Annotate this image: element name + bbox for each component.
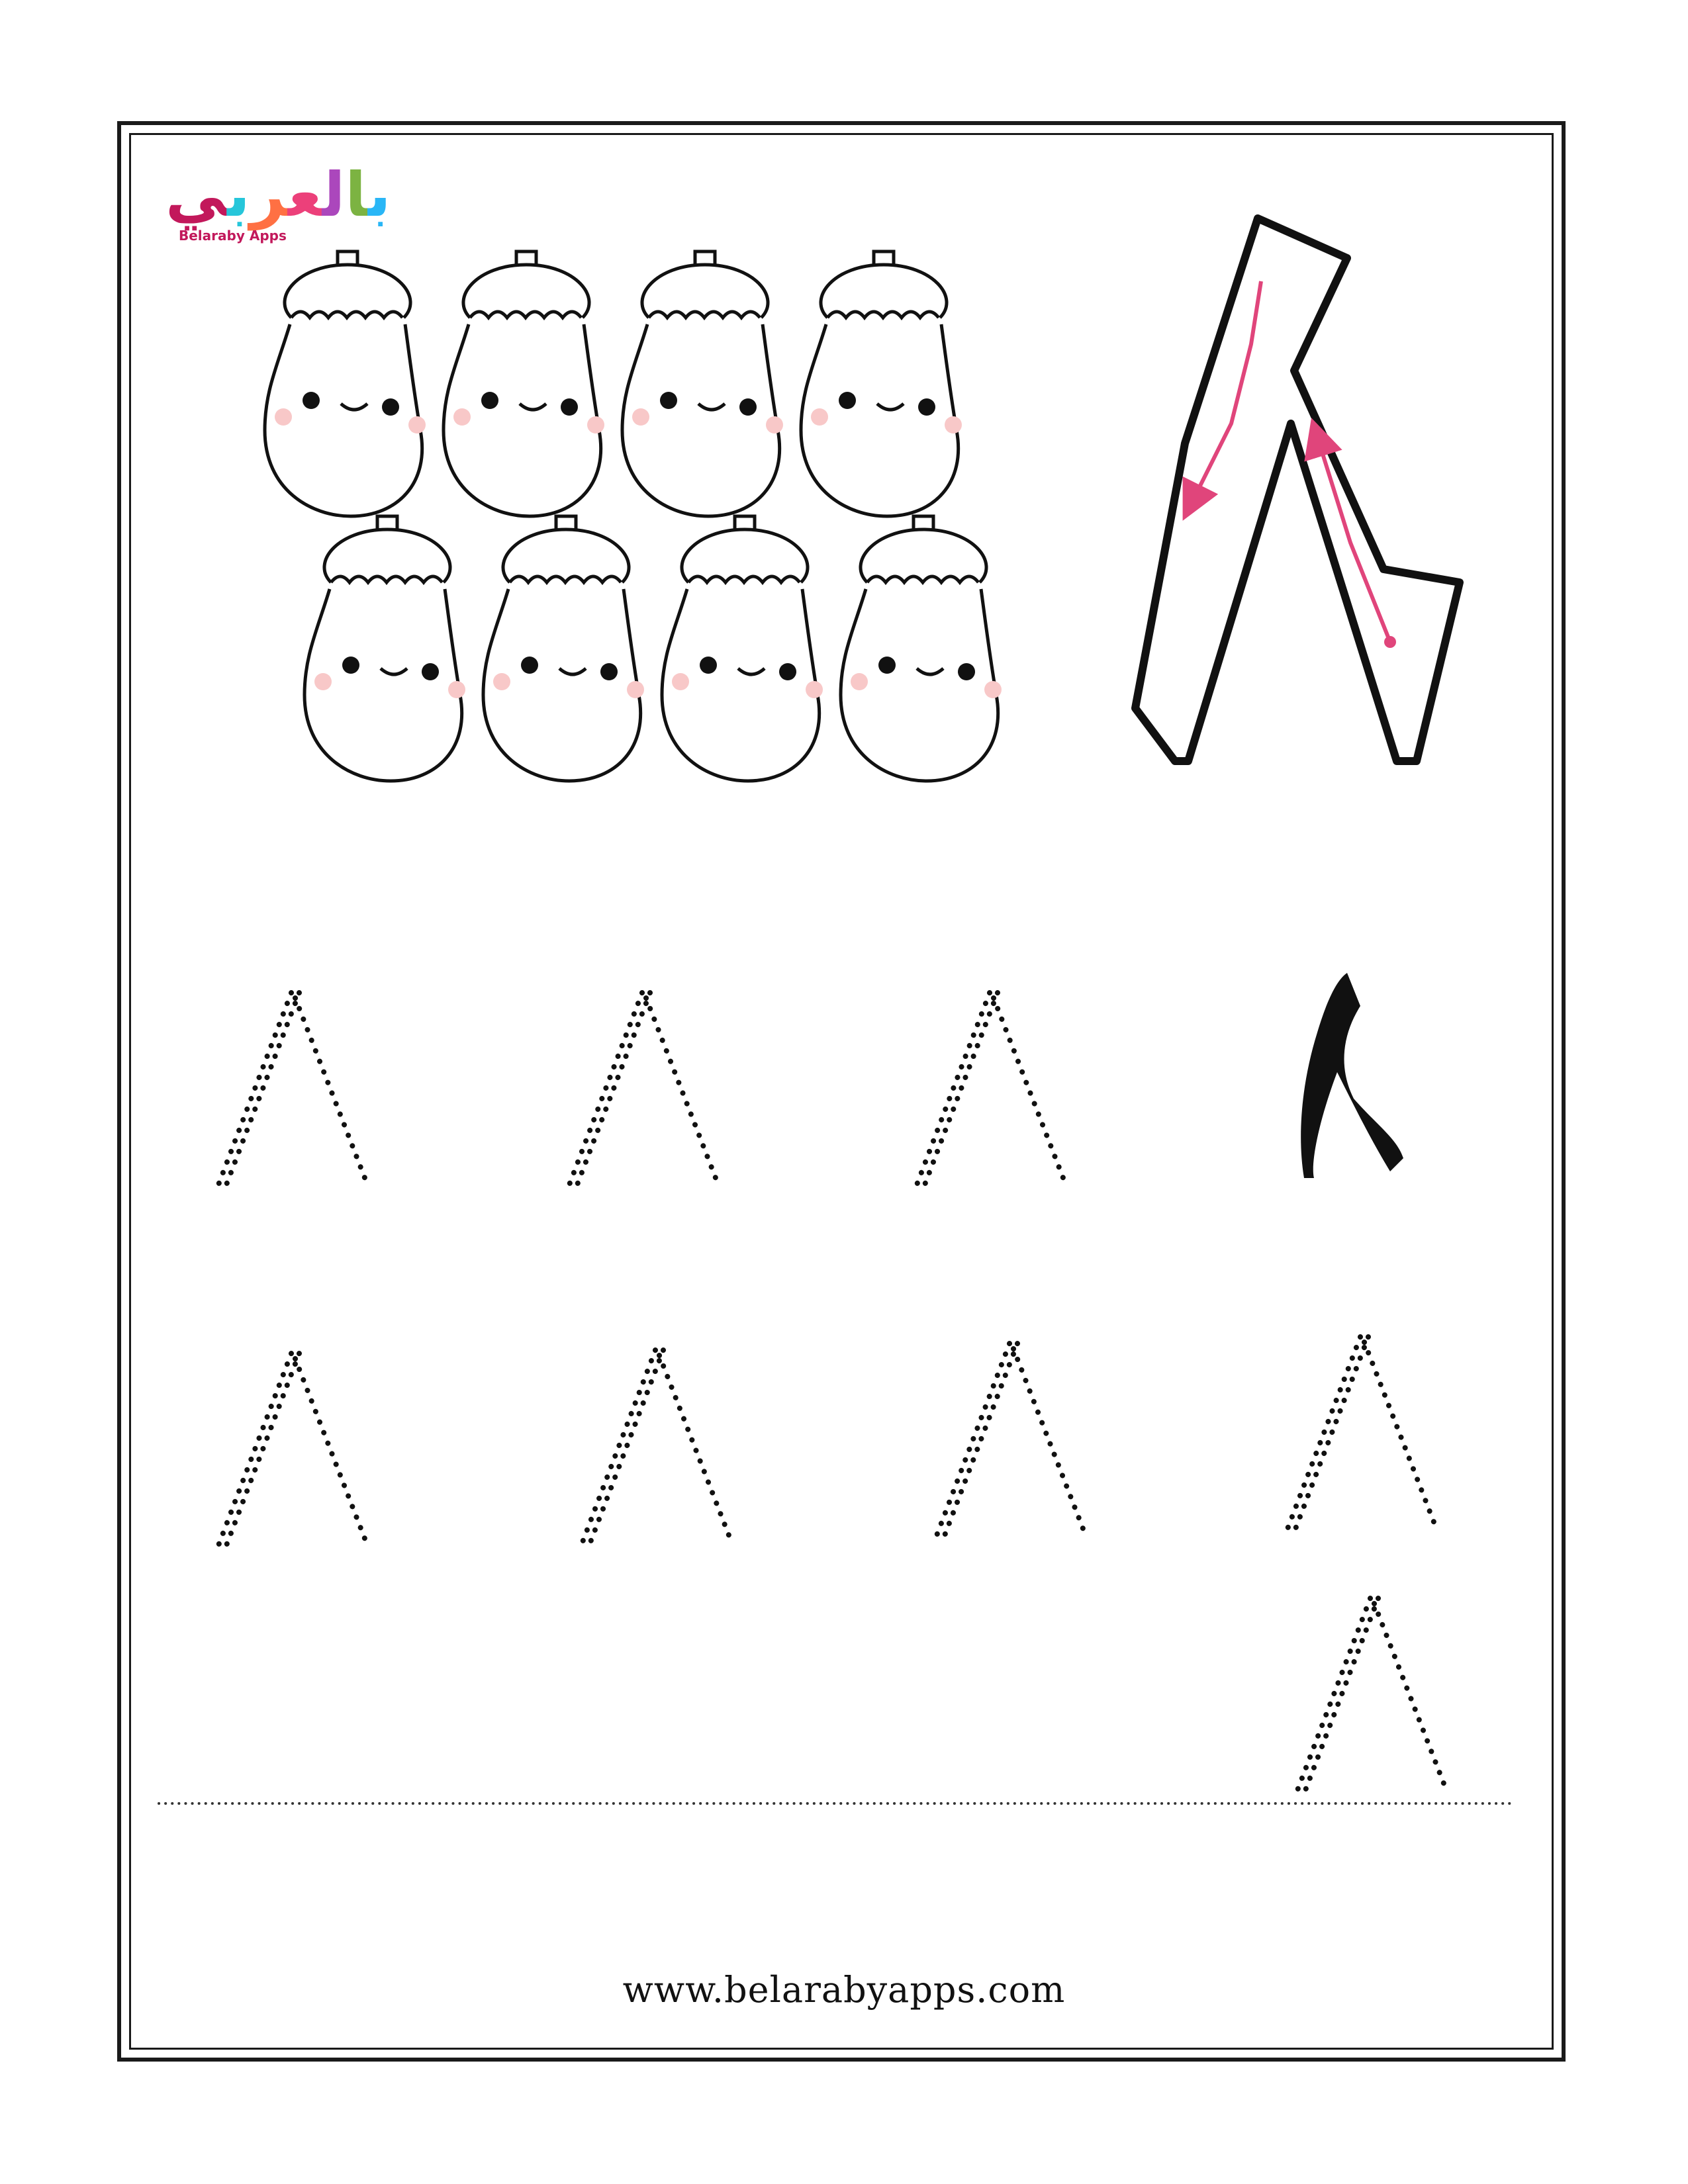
dotted-digit-eight [1297,1598,1446,1790]
dotted-digit-eight [937,1343,1086,1535]
stroke-arrow-down [1182,281,1263,521]
dotted-digit-eight [917,993,1066,1185]
website-url: www.belarabyapps.com [622,1969,1066,2011]
dotted-digit-eight [1288,1337,1436,1529]
eggplant-icon [841,516,1002,781]
eggplant-icon [444,251,604,516]
outlined-digit-eight [1131,214,1464,765]
logo-arabic-text: بالعربي [165,159,391,230]
eggplant-icon [801,251,962,516]
eggplant-icon [265,251,426,516]
dotted-digit-eight [218,1353,367,1545]
stroke-start-dot [1384,636,1396,648]
eggplant-icon [622,251,783,516]
worksheet-inner-frame [129,133,1554,2050]
belaraby-logo: بالعربي Belaraby Apps [152,159,391,251]
eggplant-icon [662,516,823,781]
eggplant-icon [305,516,465,781]
dotted-digit-eight [583,1350,731,1542]
solid-digit-eight [1301,973,1403,1178]
eggplant-icon [483,516,644,781]
dotted-digit-eight [569,993,718,1185]
logo-english-text: Belaraby Apps [179,228,287,244]
dotted-digit-eight [218,993,367,1185]
stroke-arrow-up [1304,418,1392,643]
